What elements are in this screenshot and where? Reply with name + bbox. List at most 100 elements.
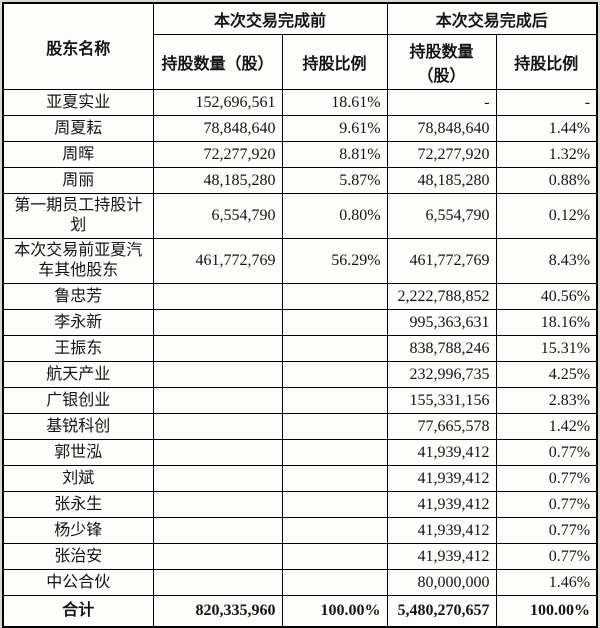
before-qty-cell xyxy=(152,387,283,414)
shareholder-name-cell: 杨少锋 xyxy=(2,517,154,544)
table-row: 刘斌 41,939,412 0.77% xyxy=(2,465,598,492)
before-qty-cell xyxy=(152,491,283,518)
total-label-cell: 合计 xyxy=(2,595,154,628)
header-before-qty: 持股数量（股） xyxy=(152,34,283,90)
after-ratio-cell: 8.43% xyxy=(495,238,598,284)
before-qty-cell xyxy=(152,335,283,362)
before-ratio-cell xyxy=(281,465,388,492)
before-ratio-cell xyxy=(281,361,388,388)
after-ratio-cell: 0.77% xyxy=(495,517,598,544)
before-qty-cell xyxy=(152,361,283,388)
header-after-transaction-group: 本次交易完成后 xyxy=(386,2,598,35)
before-ratio-cell: 56.29% xyxy=(281,238,388,284)
shareholder-name-cell: 郭世泓 xyxy=(2,439,154,466)
after-qty-cell: 41,939,412 xyxy=(386,517,497,544)
after-ratio-cell: 15.31% xyxy=(495,335,598,362)
table-row: 第一期员工持股计划 6,554,790 0.80% 6,554,790 0.12… xyxy=(2,193,598,239)
before-qty-cell xyxy=(152,465,283,492)
after-qty-cell: 78,848,640 xyxy=(386,115,497,142)
header-shareholder-name: 股东名称 xyxy=(2,2,154,90)
header-after-qty: 持股数量（股） xyxy=(386,34,497,90)
before-qty-cell xyxy=(152,283,283,310)
before-qty-cell: 72,277,920 xyxy=(152,141,283,168)
before-ratio-cell: 18.61% xyxy=(281,89,388,116)
header-after-ratio: 持股比例 xyxy=(495,34,598,90)
table-row: 航天产业 232,996,735 4.25% xyxy=(2,361,598,388)
before-ratio-cell: 9.61% xyxy=(281,115,388,142)
shareholder-name-cell: 鲁忠芳 xyxy=(2,283,154,310)
after-ratio-cell: 1.32% xyxy=(495,141,598,168)
before-qty-cell: 78,848,640 xyxy=(152,115,283,142)
after-ratio-cell: 40.56% xyxy=(495,283,598,310)
before-qty-cell xyxy=(152,309,283,336)
after-qty-cell: 232,996,735 xyxy=(386,361,497,388)
after-ratio-cell: 4.25% xyxy=(495,361,598,388)
header-group-row: 股东名称 本次交易完成前 本次交易完成后 xyxy=(2,2,598,90)
table-row: 周夏耘 78,848,640 9.61% 78,848,640 1.44% xyxy=(2,115,598,142)
table-row: 基锐科创 77,665,578 1.42% xyxy=(2,413,598,440)
total-row: 合计 820,335,960 100.00% 5,480,270,657 100… xyxy=(2,595,598,628)
after-ratio-cell: 0.88% xyxy=(495,167,598,194)
before-ratio-cell: 0.80% xyxy=(281,193,388,239)
table-row: 郭世泓 41,939,412 0.77% xyxy=(2,439,598,466)
table-row: 杨少锋 41,939,412 0.77% xyxy=(2,517,598,544)
before-qty-cell: 6,554,790 xyxy=(152,193,283,239)
shareholder-name-cell: 张永生 xyxy=(2,491,154,518)
shareholder-name-cell: 周夏耘 xyxy=(2,115,154,142)
shareholder-name-cell: 基锐科创 xyxy=(2,413,154,440)
shareholder-name-cell: 本次交易前亚夏汽车其他股东 xyxy=(2,238,154,284)
before-ratio-cell xyxy=(281,543,388,570)
after-qty-cell: 2,222,788,852 xyxy=(386,283,497,310)
after-ratio-cell: 1.42% xyxy=(495,413,598,440)
before-qty-cell xyxy=(152,543,283,570)
after-qty-cell: 41,939,412 xyxy=(386,491,497,518)
after-qty-cell: 838,788,246 xyxy=(386,335,497,362)
shareholder-name-cell: 张治安 xyxy=(2,543,154,570)
shareholder-name-cell: 周丽 xyxy=(2,167,154,194)
after-qty-cell: 41,939,412 xyxy=(386,465,497,492)
table-row: 李永新 995,363,631 18.16% xyxy=(2,309,598,336)
shareholder-name-cell: 航天产业 xyxy=(2,361,154,388)
after-ratio-cell: - xyxy=(495,89,598,116)
table-row: 周丽 48,185,280 5.87% 48,185,280 0.88% xyxy=(2,167,598,194)
header-sub-row: 持股数量（股） 持股比例 持股数量（股） 持股比例 xyxy=(3,34,598,90)
after-ratio-cell: 18.16% xyxy=(495,309,598,336)
before-qty-cell xyxy=(152,439,283,466)
table-row: 张永生 41,939,412 0.77% xyxy=(2,491,598,518)
total-before-ratio-cell: 100.00% xyxy=(281,595,388,628)
after-ratio-cell: 0.12% xyxy=(495,193,598,239)
shareholder-name-cell: 周晖 xyxy=(2,141,154,168)
total-before-qty-cell: 820,335,960 xyxy=(152,595,283,628)
table-row: 亚夏实业 152,696,561 18.61% - - xyxy=(2,89,598,116)
table-row: 本次交易前亚夏汽车其他股东 461,772,769 56.29% 461,772… xyxy=(2,238,598,284)
after-qty-cell: 72,277,920 xyxy=(386,141,497,168)
before-ratio-cell xyxy=(281,335,388,362)
shareholder-name-cell: 亚夏实业 xyxy=(2,89,154,116)
after-ratio-cell: 0.77% xyxy=(495,439,598,466)
after-qty-cell: 77,665,578 xyxy=(386,413,497,440)
after-ratio-cell: 1.44% xyxy=(495,115,598,142)
before-qty-cell xyxy=(152,413,283,440)
after-qty-cell: 155,331,156 xyxy=(386,387,497,414)
before-ratio-cell xyxy=(281,309,388,336)
after-qty-cell: 461,772,769 xyxy=(386,238,497,284)
after-ratio-cell: 2.83% xyxy=(495,387,598,414)
shareholder-name-cell: 第一期员工持股计划 xyxy=(2,193,154,239)
before-qty-cell: 152,696,561 xyxy=(152,89,283,116)
table-row: 王振东 838,788,246 15.31% xyxy=(2,335,598,362)
shareholder-name-cell: 王振东 xyxy=(2,335,154,362)
total-after-qty-cell: 5,480,270,657 xyxy=(386,595,497,628)
before-ratio-cell xyxy=(281,517,388,544)
before-qty-cell xyxy=(152,517,283,544)
table-row: 鲁忠芳 2,222,788,852 40.56% xyxy=(2,283,598,310)
total-after-ratio-cell: 100.00% xyxy=(495,595,598,628)
header-before-ratio: 持股比例 xyxy=(281,34,388,90)
after-ratio-cell: 0.77% xyxy=(495,465,598,492)
after-ratio-cell: 0.77% xyxy=(495,543,598,570)
after-qty-cell: 48,185,280 xyxy=(386,167,497,194)
before-ratio-cell: 8.81% xyxy=(281,141,388,168)
before-ratio-cell xyxy=(281,387,388,414)
after-ratio-cell: 0.77% xyxy=(495,491,598,518)
